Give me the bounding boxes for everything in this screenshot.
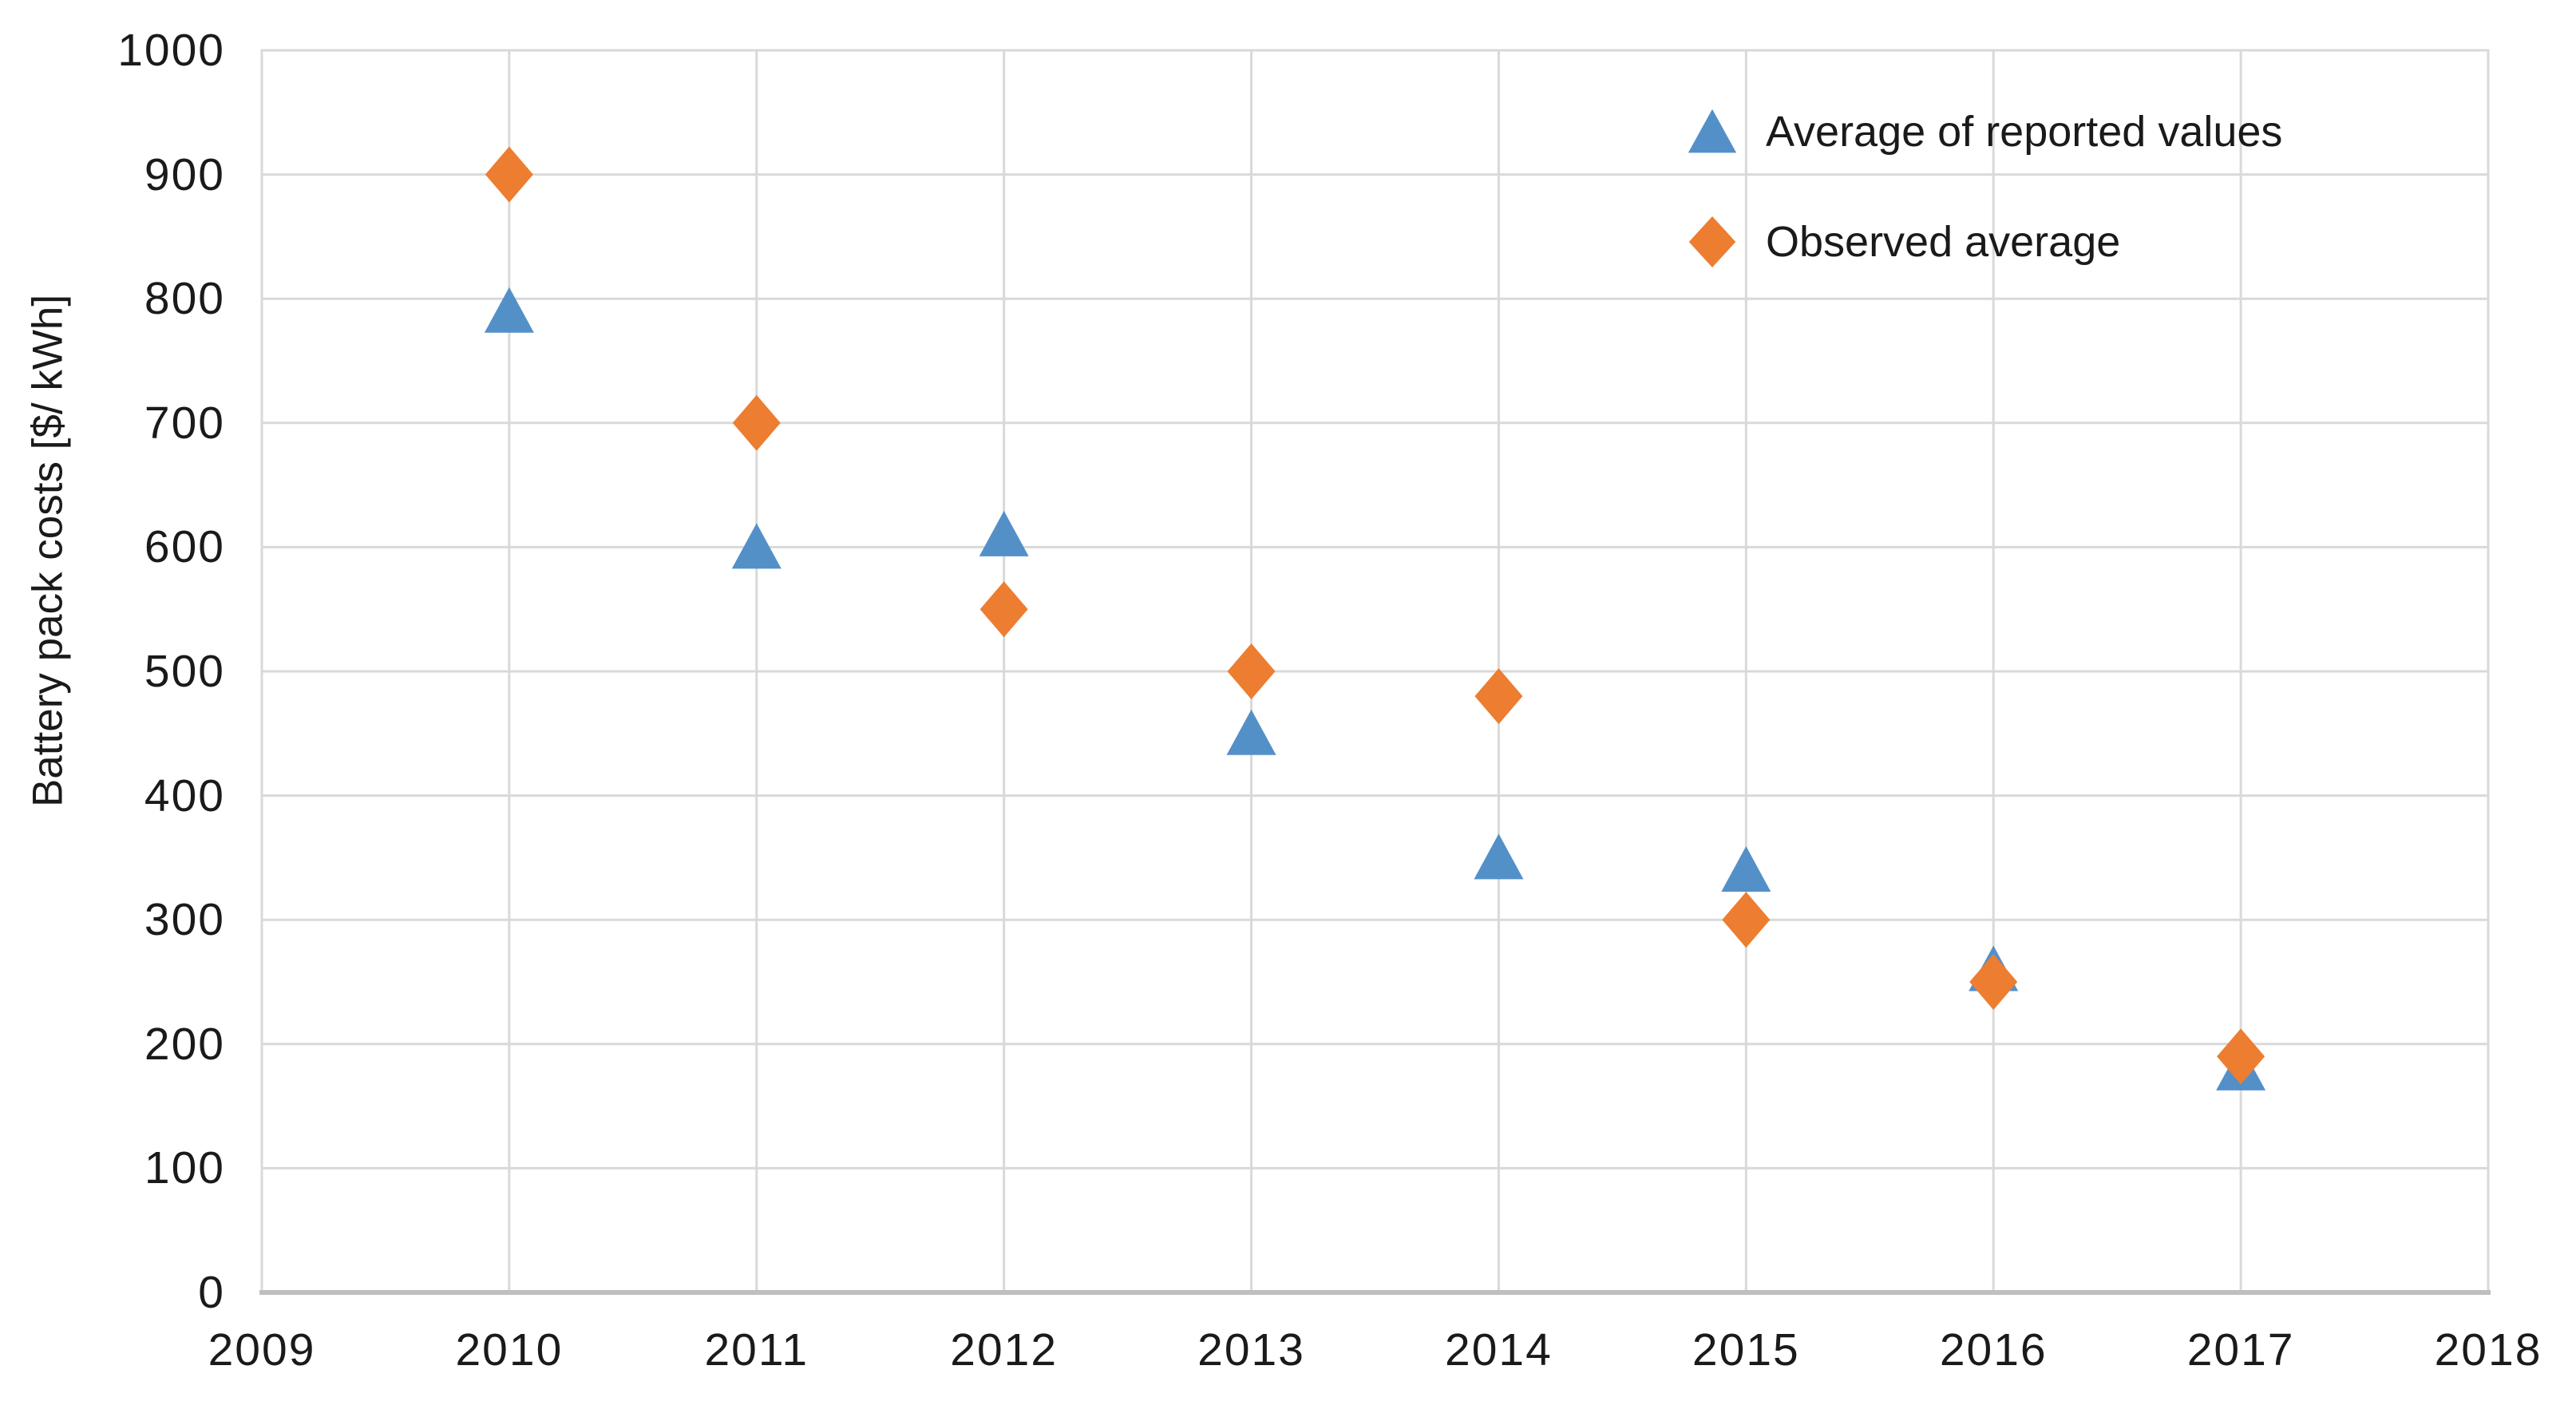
x-tick-label: 2015 xyxy=(1692,1324,1800,1375)
legend-item-reported: Average of reported values xyxy=(1686,77,2282,187)
legend: Average of reported values Observed aver… xyxy=(1686,77,2282,297)
x-tick-label: 2014 xyxy=(1445,1324,1553,1375)
y-tick-label: 400 xyxy=(144,770,225,821)
diamond-data-marker xyxy=(485,146,533,203)
diamond-data-marker xyxy=(1474,668,1523,725)
diamond-data-marker xyxy=(1227,643,1276,699)
x-tick-label: 2016 xyxy=(1939,1324,2048,1375)
diamond-marker-icon xyxy=(1688,216,1736,268)
y-tick-label: 800 xyxy=(144,273,225,325)
x-tick-label: 2009 xyxy=(208,1324,316,1375)
y-tick-label: 700 xyxy=(144,397,225,449)
legend-item-observed: Observed average xyxy=(1686,187,2282,297)
legend-label: Average of reported values xyxy=(1766,108,2283,156)
diamond-data-marker xyxy=(2217,1028,2265,1085)
x-tick-label: 2010 xyxy=(455,1324,564,1375)
y-tick-label: 0 xyxy=(198,1267,225,1318)
triangle-data-marker xyxy=(1226,709,1276,755)
y-tick-label: 200 xyxy=(144,1018,225,1070)
diamond-data-marker xyxy=(1969,954,2018,1010)
triangle-data-marker xyxy=(979,510,1029,556)
y-tick-label: 600 xyxy=(144,521,225,573)
triangle-data-marker xyxy=(1721,845,1771,892)
diamond-data-marker xyxy=(1722,892,1771,948)
x-tick-label: 2017 xyxy=(2186,1324,2295,1375)
triangle-data-marker xyxy=(731,523,782,569)
triangle-marker-icon xyxy=(1688,109,1737,153)
y-tick-label: 1000 xyxy=(117,25,225,76)
x-tick-label: 2011 xyxy=(704,1324,809,1375)
diamond-data-marker xyxy=(732,394,781,451)
x-tick-label: 2012 xyxy=(950,1324,1058,1375)
y-tick-label: 500 xyxy=(144,646,225,697)
triangle-data-marker xyxy=(1474,833,1524,880)
legend-label: Observed average xyxy=(1766,218,2121,266)
y-tick-label: 900 xyxy=(144,148,225,200)
x-tick-label: 2013 xyxy=(1197,1324,1305,1375)
x-tick-label: 2018 xyxy=(2434,1324,2542,1375)
triangle-data-marker xyxy=(484,287,534,333)
y-tick-label: 300 xyxy=(144,894,225,946)
diamond-data-marker xyxy=(979,581,1028,638)
y-tick-label: 100 xyxy=(144,1142,225,1194)
